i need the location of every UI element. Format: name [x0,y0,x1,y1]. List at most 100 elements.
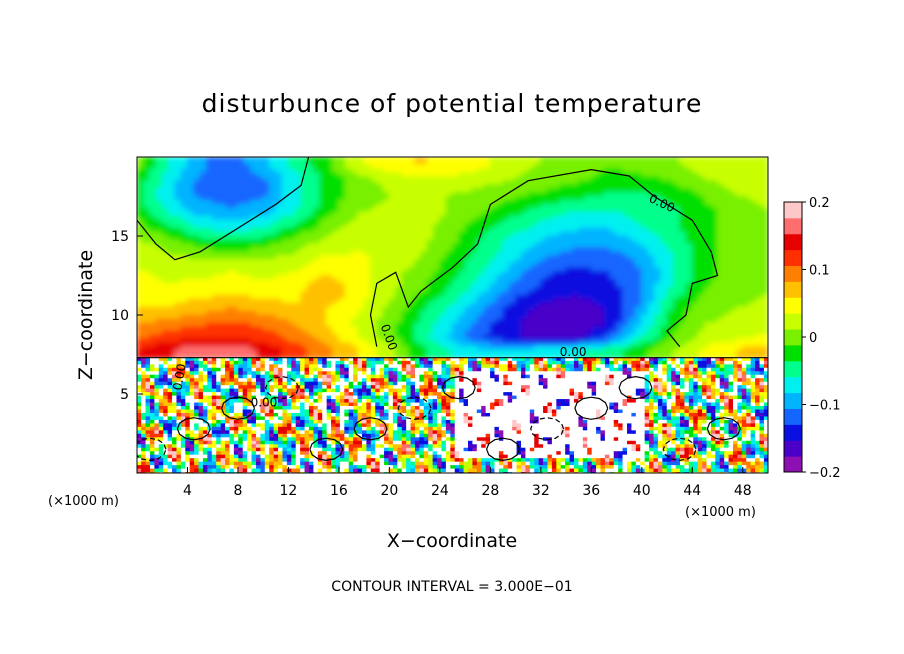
field-cell [439,235,447,241]
field-cell [552,192,561,197]
field-cell [452,180,460,186]
field-cell [395,247,403,253]
field-cell [149,255,157,261]
field-cell [376,227,384,233]
field-cell [496,322,504,328]
field-cell [351,259,359,265]
field-cell [729,334,737,340]
field-cell [641,176,649,182]
field-cell [388,231,397,237]
field-cell [351,172,359,178]
field-cell [445,330,453,336]
field-cell [149,282,157,288]
field-cell [281,322,289,328]
field-cell [319,207,327,213]
field-cell [754,310,763,316]
field-cell [433,168,441,174]
field-cell [351,342,359,348]
field-cell [584,211,592,217]
field-cell [388,223,397,229]
field-cell [256,243,264,249]
field-cell [761,251,768,257]
field-cell [294,176,302,182]
field-cell [420,306,428,312]
field-cell [186,314,195,320]
field-cell [534,294,542,300]
field-cell [168,160,176,166]
field-cell [332,282,340,288]
field-cell [452,275,460,280]
field-cell [142,231,151,237]
field-cell [180,215,188,221]
field-cell [508,306,517,312]
field-cell [414,282,422,288]
field-cell [622,298,630,304]
field-cell [186,188,195,194]
field-cell [395,314,403,320]
field-cell [300,207,308,213]
field-cell [161,263,170,269]
field-cell [521,298,529,304]
field-cell [300,259,308,265]
field-cell [483,247,491,253]
field-cell [628,199,636,205]
field-cell [205,157,214,162]
field-cell [710,338,719,344]
field-cell [634,278,643,284]
field-cell [754,338,763,344]
field-cell [546,338,554,344]
field-cell [338,184,346,190]
field-cell [439,251,447,257]
field-cell [224,251,233,257]
field-cell [445,176,453,182]
field-cell [458,251,466,257]
field-cell [237,286,245,292]
field-cell [748,263,756,269]
field-cell [351,215,359,221]
field-cell [369,259,378,265]
field-cell [452,192,460,197]
field-cell [521,346,529,352]
field-cell [672,247,681,253]
field-cell [710,255,719,261]
field-cell [168,227,176,233]
field-cell [521,282,529,288]
field-cell [470,211,479,217]
field-cell [616,350,624,355]
field-cell [426,184,435,190]
field-cell [666,235,674,241]
field-cell [269,294,277,300]
field-cell [351,231,359,237]
field-cell [723,278,731,284]
field-cell [313,298,321,304]
field-cell [748,176,756,182]
field-cell [496,259,504,265]
field-cell [445,223,453,229]
field-cell [754,322,763,328]
field-cell [224,219,233,225]
field-cell [193,346,201,352]
field-cell [571,271,580,276]
field-cell [660,286,668,292]
field-cell [710,157,719,162]
field-cell [603,239,611,245]
field-cell [622,251,630,257]
field-cell [256,334,264,340]
field-cell [748,223,756,229]
field-cell [691,338,700,344]
field-cell [325,302,334,308]
field-cell [597,192,605,197]
field-cell [363,271,371,276]
field-cell [237,243,245,249]
field-cell [710,306,719,312]
field-cell [470,231,479,237]
field-cell [332,322,340,328]
field-cell [477,346,485,352]
field-cell [672,160,681,166]
field-cell [717,275,725,280]
field-cell [180,247,188,253]
field-cell [433,306,441,312]
field-cell [641,259,649,265]
field-cell [452,160,460,166]
field-cell [401,176,409,182]
